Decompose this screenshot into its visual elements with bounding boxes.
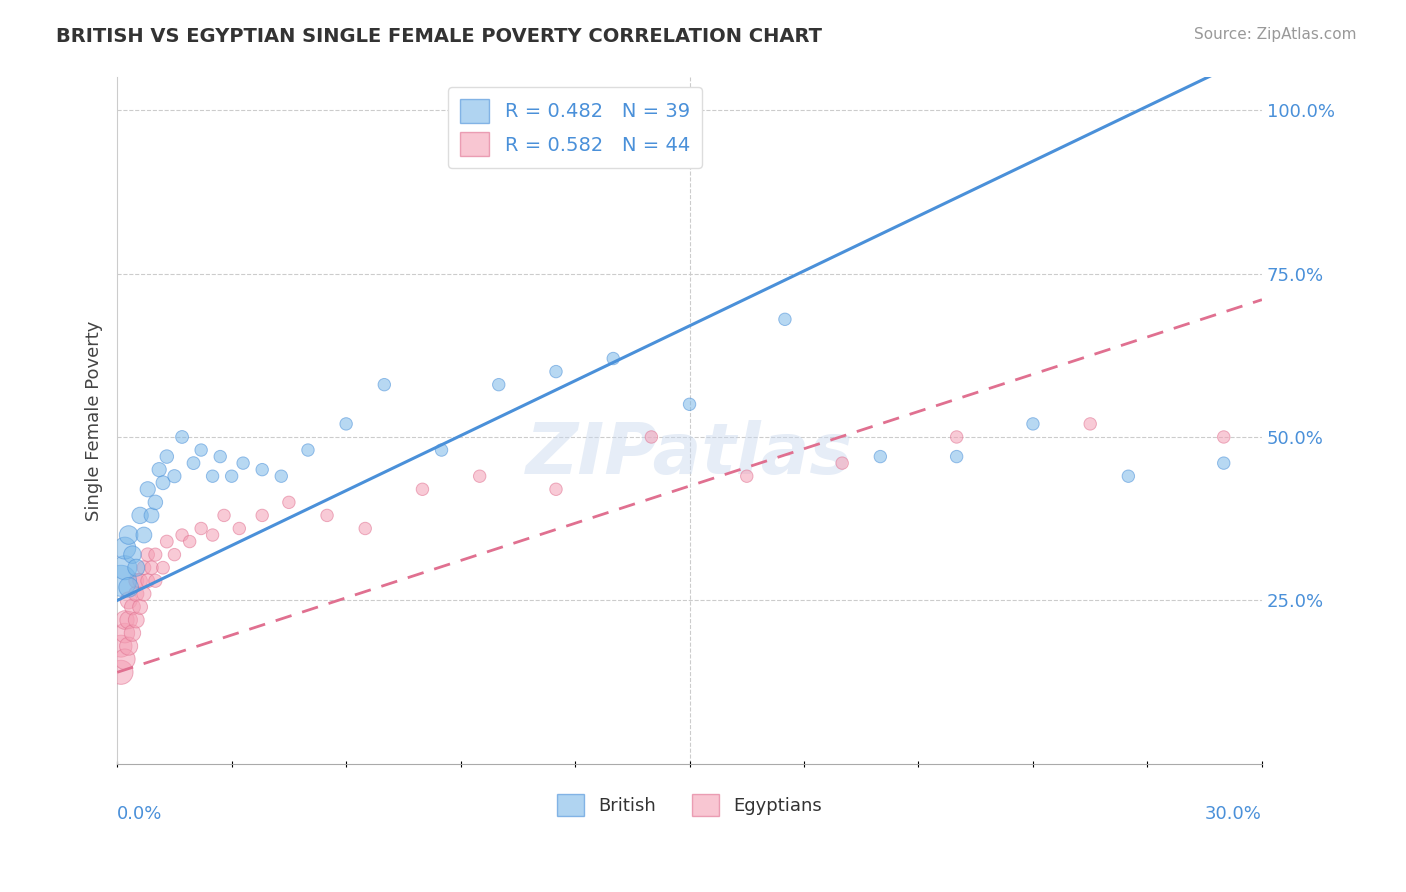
Legend: British, Egyptians: British, Egyptians: [550, 787, 830, 823]
Point: [129, 508, 152, 523]
Point: [125, 587, 148, 601]
Point: [297, 443, 319, 458]
Point: [316, 508, 339, 523]
Point: [136, 574, 159, 588]
Point: [110, 639, 132, 653]
Point: [114, 560, 136, 574]
Point: [945, 450, 967, 464]
Point: [869, 450, 891, 464]
Point: [468, 469, 491, 483]
Point: [488, 377, 510, 392]
Point: [544, 483, 567, 497]
Point: [1118, 469, 1140, 483]
Point: [277, 495, 299, 509]
Text: BRITISH VS EGYPTIAN SINGLE FEMALE POVERTY CORRELATION CHART: BRITISH VS EGYPTIAN SINGLE FEMALE POVERT…: [56, 27, 823, 45]
Point: [163, 548, 186, 562]
Point: [773, 312, 796, 326]
Point: [117, 580, 139, 594]
Point: [678, 397, 700, 411]
Point: [201, 528, 224, 542]
Point: [190, 443, 212, 458]
Point: [602, 351, 624, 366]
Point: [170, 528, 193, 542]
Point: [125, 574, 148, 588]
Point: [335, 417, 357, 431]
Point: [411, 483, 433, 497]
Point: [209, 450, 232, 464]
Point: [170, 430, 193, 444]
Point: [1078, 417, 1101, 431]
Point: [232, 456, 254, 470]
Point: [945, 430, 967, 444]
Point: [143, 574, 166, 588]
Point: [125, 560, 148, 574]
Point: [148, 463, 170, 477]
Point: [179, 534, 201, 549]
Point: [270, 469, 292, 483]
Point: [114, 652, 136, 666]
Point: [136, 548, 159, 562]
Point: [132, 528, 155, 542]
Point: [156, 450, 179, 464]
Point: [136, 483, 159, 497]
Point: [190, 521, 212, 535]
Point: [121, 599, 143, 614]
Point: [183, 456, 205, 470]
Point: [640, 430, 662, 444]
Text: ZIPatlas: ZIPatlas: [526, 420, 853, 490]
Point: [121, 548, 143, 562]
Point: [141, 560, 163, 574]
Point: [110, 574, 132, 588]
Point: [125, 613, 148, 627]
Point: [117, 528, 139, 542]
Point: [430, 443, 453, 458]
Point: [117, 593, 139, 607]
Point: [117, 613, 139, 627]
Point: [110, 665, 132, 680]
Point: [121, 626, 143, 640]
Point: [141, 508, 163, 523]
Point: [250, 508, 273, 523]
Point: [143, 495, 166, 509]
Point: [373, 377, 395, 392]
Text: Source: ZipAtlas.com: Source: ZipAtlas.com: [1194, 27, 1357, 42]
Point: [156, 534, 179, 549]
Point: [1212, 456, 1234, 470]
Point: [354, 521, 377, 535]
Point: [221, 469, 243, 483]
Point: [129, 599, 152, 614]
Point: [152, 475, 174, 490]
Point: [117, 639, 139, 653]
Point: [201, 469, 224, 483]
Point: [152, 560, 174, 574]
Point: [114, 613, 136, 627]
Point: [1022, 417, 1045, 431]
Point: [129, 574, 152, 588]
Text: 0.0%: 0.0%: [117, 805, 163, 823]
Point: [114, 626, 136, 640]
Point: [228, 521, 250, 535]
Point: [114, 541, 136, 555]
Point: [831, 456, 853, 470]
Point: [1212, 430, 1234, 444]
Point: [163, 469, 186, 483]
Text: 30.0%: 30.0%: [1205, 805, 1263, 823]
Point: [250, 463, 273, 477]
Point: [132, 587, 155, 601]
Point: [735, 469, 758, 483]
Point: [143, 548, 166, 562]
Point: [132, 560, 155, 574]
Point: [544, 365, 567, 379]
Point: [212, 508, 235, 523]
Y-axis label: Single Female Poverty: Single Female Poverty: [86, 320, 103, 521]
